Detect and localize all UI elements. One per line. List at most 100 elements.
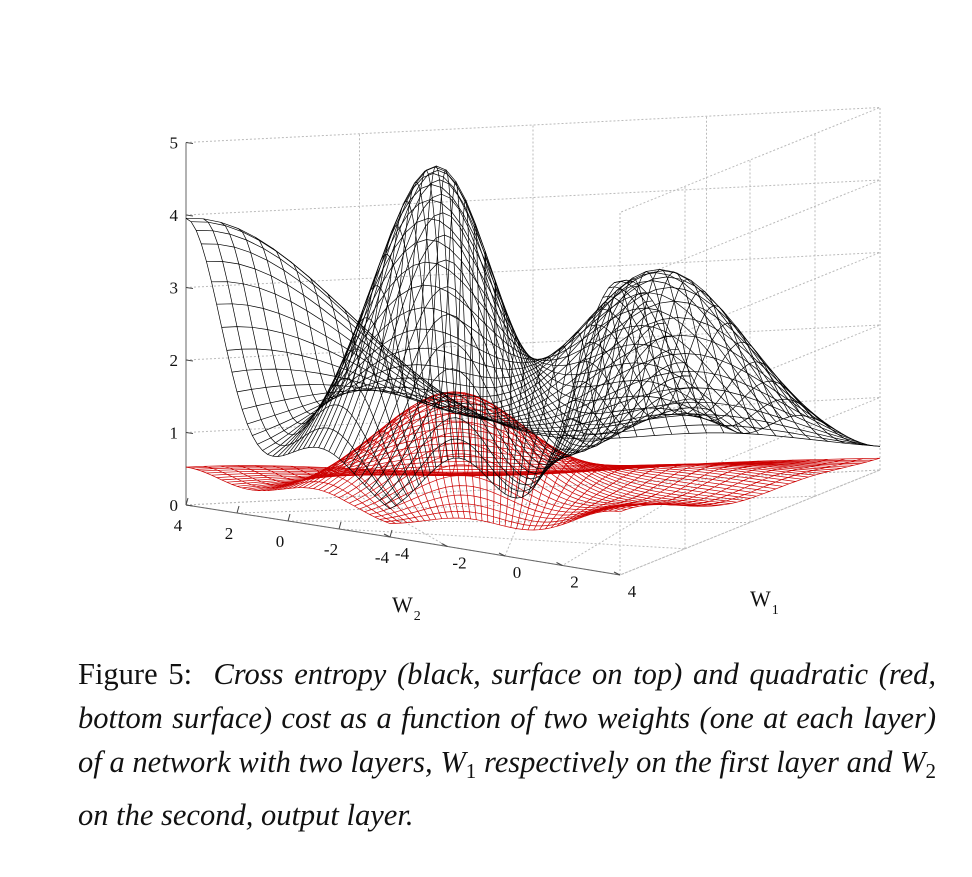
red-surface-mesh-line — [579, 460, 759, 519]
black-surface-mesh-line — [493, 280, 499, 485]
red-surface-mesh-line — [359, 405, 448, 519]
z-tick-mark — [185, 142, 194, 144]
caption-w1-symbol: W — [440, 745, 466, 779]
red-surface-mesh-line — [394, 395, 460, 519]
black-surface-mesh-line — [393, 165, 460, 459]
black-surface-mesh-line — [614, 281, 863, 446]
red-surface-mesh-line — [272, 449, 420, 522]
caption-w2-symbol: W — [900, 745, 926, 779]
black-surface-mesh-line — [308, 173, 725, 448]
w2-tick-label: -4 — [375, 548, 390, 567]
w1-tick-mark — [383, 533, 391, 538]
black-surface-mesh-line — [527, 331, 603, 494]
black-surface-mesh-line — [619, 279, 881, 447]
black-surface-mesh-line — [252, 268, 796, 436]
w2-tick-label: 0 — [276, 532, 285, 551]
black-surface-mesh-line — [521, 345, 586, 498]
w1-tick-label: -4 — [395, 544, 410, 563]
w1-tick-mark — [441, 543, 448, 547]
z-tick-label: 4 — [170, 206, 179, 225]
floor-gridline — [338, 528, 686, 550]
black-surface-mesh-line — [602, 295, 829, 442]
surface-plot: 0 1 2 3 4 5 4 2 0 -2 -4 -4 -2 0 2 4 W2 W1 — [170, 107, 881, 624]
red-surface-mesh-line — [185, 466, 391, 524]
w2-tick-mark — [185, 497, 189, 506]
z-tick-label: 3 — [170, 279, 179, 298]
red-surface-mesh-line — [324, 421, 437, 520]
w2-tick-mark — [389, 529, 393, 538]
black-surface-mesh-line — [591, 322, 794, 438]
caption-text-3: on the second, output layer. — [78, 798, 414, 832]
red-surface-mesh-line — [307, 430, 431, 521]
surface-plot-svg: 0 1 2 3 4 5 4 2 0 -2 -4 -4 -2 0 2 4 W2 W1 — [170, 107, 881, 624]
red-surface-mesh-line — [539, 463, 638, 530]
caption-lead: Figure 5: — [78, 657, 193, 691]
red-surface-mesh-line — [341, 413, 443, 519]
black-surface-mesh-line — [608, 286, 846, 444]
floor-gridline — [359, 495, 448, 547]
z-tick-mark — [185, 214, 194, 217]
black-surface-mesh-line — [550, 277, 673, 456]
black-surface-mesh-line — [297, 199, 738, 451]
black-surface-mesh-line — [573, 278, 742, 434]
w2-tick-label: 4 — [174, 516, 183, 535]
w1-axis-label: W1 — [750, 586, 779, 618]
black-surface-mesh-line — [498, 309, 517, 490]
black-surface-mesh-line — [428, 181, 471, 463]
black-surface-mesh-line — [533, 316, 621, 489]
w1-tick-label: 2 — [570, 573, 579, 592]
red-surface-mesh-line — [376, 399, 454, 519]
black-surface-mesh-line — [585, 305, 777, 437]
black-surface-mesh-line — [289, 261, 425, 480]
z-tick-label: 0 — [170, 496, 179, 515]
wall-gridline-horizontal — [185, 252, 881, 358]
black-surface-mesh-line — [324, 225, 437, 468]
black-surface-mesh-line — [504, 336, 534, 494]
floor-gridline — [562, 478, 707, 566]
axes-box — [185, 107, 881, 576]
w2-tick-mark — [338, 521, 342, 530]
black-surface-mesh-line — [220, 222, 402, 502]
black-surface-mesh-line — [307, 253, 431, 474]
caption-w1-subscript: 1 — [465, 759, 477, 783]
red-surface-mesh-line — [220, 465, 402, 524]
w1-tick-mark — [556, 562, 563, 566]
z-tick-mark — [185, 287, 194, 289]
red-surface-mesh-line — [338, 421, 686, 507]
red-surface-mesh-line — [545, 465, 655, 530]
w1-tick-mark — [613, 571, 621, 576]
red-surface-mesh-line — [562, 462, 707, 525]
black-surface-mesh-line — [539, 301, 638, 480]
caption-w2-subscript: 2 — [925, 759, 937, 783]
black-surface-mesh-line — [480, 251, 489, 479]
z-tick-mark — [185, 432, 194, 434]
red-surface-mesh-line — [614, 458, 863, 512]
black-surface-mesh-line — [446, 199, 477, 468]
w2-tick-label: -2 — [324, 540, 338, 559]
red-surface-mesh-line — [550, 464, 672, 529]
red-surface-mesh-line — [290, 439, 425, 521]
w1-tick-label: 4 — [628, 582, 637, 601]
w1-tick-label: 0 — [513, 563, 522, 582]
red-surface-mesh-line — [480, 399, 489, 523]
black-surface-mesh-line — [203, 218, 397, 506]
floor-gridline — [287, 520, 751, 523]
figure-caption: Figure 5: Cross entropy (black, surface … — [78, 652, 936, 837]
z-tick-mark — [185, 359, 194, 362]
black-surface-mesh-line — [323, 169, 705, 450]
black-surface-mesh-line — [463, 223, 483, 473]
black-surface-mesh-line — [272, 248, 420, 486]
red-surface-mesh-line — [203, 465, 396, 524]
black-surface-mesh-line — [255, 237, 414, 492]
floor-gridline — [504, 487, 534, 557]
wall-gridline-horizontal — [185, 179, 881, 286]
wall-gridline-horizontal — [185, 469, 881, 576]
w2-tick-mark — [236, 505, 240, 514]
red-surface-mesh-line — [568, 462, 724, 523]
black-surface-mesh-line — [376, 169, 454, 459]
black-surface-mesh-line — [185, 218, 391, 510]
w2-tick-label: 2 — [225, 524, 234, 543]
z-tick-label: 2 — [170, 351, 179, 370]
red-surface-mesh-line — [573, 461, 742, 521]
axis-ticks: 0 1 2 3 4 5 4 2 0 -2 -4 -4 -2 0 2 4 — [170, 134, 637, 602]
